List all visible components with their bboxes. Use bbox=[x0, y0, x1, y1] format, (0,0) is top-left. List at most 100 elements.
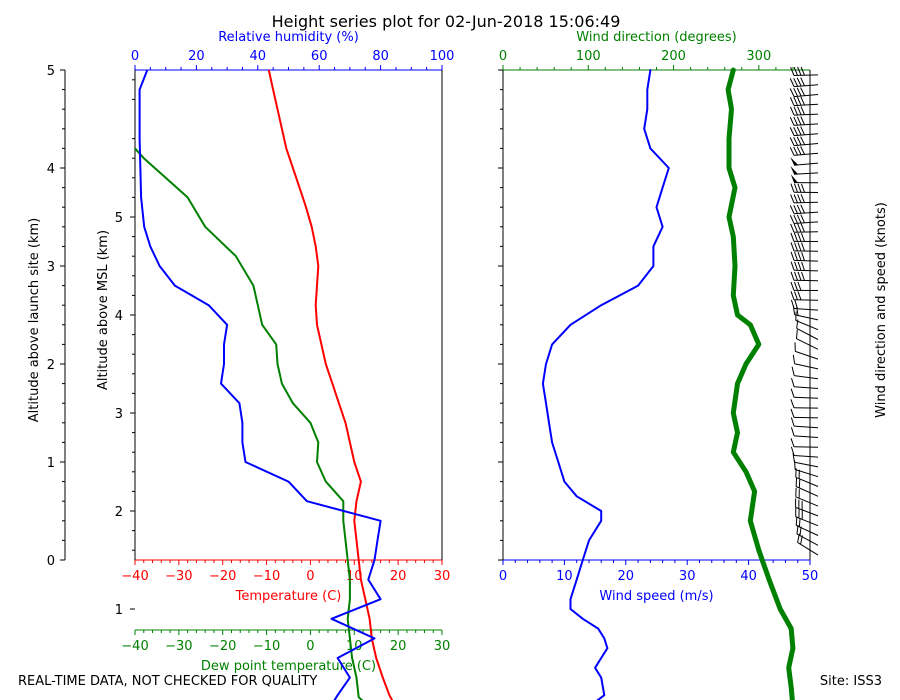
wind-barb-flag bbox=[790, 166, 798, 175]
wind-barb-staff bbox=[794, 211, 819, 215]
agl-tick-label: 4 bbox=[47, 162, 55, 177]
wind-barb-feather bbox=[789, 137, 795, 146]
msl-axis-label: Altitude above MSL (km) bbox=[96, 230, 111, 390]
wind-barb-feather bbox=[789, 78, 795, 87]
wind-barb-feather bbox=[800, 87, 806, 96]
wind-barb-feather bbox=[793, 77, 799, 87]
wind_speed-line bbox=[541, 69, 670, 700]
wind-barb-feather bbox=[790, 438, 795, 447]
wind-barb-staff bbox=[795, 496, 819, 507]
wind-barb-feather bbox=[793, 223, 798, 233]
wind-speed-axis-label: Wind speed (m/s) bbox=[599, 589, 713, 604]
wind-barb-feather bbox=[800, 66, 805, 76]
wind-barb-feather bbox=[797, 261, 802, 271]
wind-barb-feather bbox=[791, 377, 795, 387]
wind-barb-staff bbox=[794, 314, 819, 321]
dewpoint-tick-label: 30 bbox=[434, 639, 451, 654]
temperature-tick-label: 0 bbox=[306, 569, 314, 584]
wind-barb-staff bbox=[793, 201, 819, 204]
dewpoint-axis-label: Dew point temperature (C) bbox=[201, 659, 376, 674]
wind-barb-feather bbox=[792, 354, 796, 364]
wind-barb-feather bbox=[800, 214, 805, 224]
wind-barb-feather bbox=[793, 194, 798, 203]
wind-barb-staff bbox=[793, 446, 819, 448]
wind-barb-feather bbox=[789, 116, 795, 126]
wind-barb-staff bbox=[793, 269, 819, 272]
wind-barb-staff bbox=[796, 327, 819, 340]
wind-barb-feather bbox=[790, 183, 795, 193]
wind-barb-feather bbox=[793, 281, 798, 291]
wind-barb-feather bbox=[794, 261, 798, 271]
dewpoint-tick-label: −20 bbox=[209, 639, 236, 654]
wind-barb-feather bbox=[796, 204, 802, 214]
wind-barb-feather bbox=[790, 446, 795, 456]
wind-barb-feather bbox=[789, 147, 795, 156]
wind-barb-staff bbox=[795, 486, 819, 497]
wind-barb-staff bbox=[795, 320, 819, 331]
wind-barb-feather bbox=[797, 251, 802, 261]
wind-barb-feather bbox=[800, 194, 805, 203]
wind-barb-feather bbox=[796, 96, 802, 106]
wind-barb-feather bbox=[800, 232, 805, 242]
wind-barb-staff bbox=[794, 143, 819, 147]
wind_direction-line bbox=[725, 67, 796, 700]
wind-barb-feather bbox=[793, 183, 798, 193]
wind-barb-feather bbox=[797, 281, 802, 291]
wind-barb-feather bbox=[790, 271, 795, 281]
wind-barb-feather bbox=[790, 261, 795, 271]
msl-tick-label: 1 bbox=[115, 603, 123, 618]
agl-tick-label: 0 bbox=[47, 554, 55, 569]
wind-barb-feather bbox=[800, 116, 805, 125]
wind-barb-feather bbox=[798, 517, 801, 527]
wind-barb-feather bbox=[790, 417, 795, 427]
wind-barb-feather bbox=[801, 271, 805, 281]
wind-barb-staff bbox=[795, 516, 819, 527]
wind-barb-feather bbox=[790, 299, 795, 309]
wind-direction-tick-label: 200 bbox=[661, 49, 686, 64]
wind-barb-feather bbox=[790, 194, 795, 204]
wind-barb-feather bbox=[793, 126, 799, 136]
wind-barb-feather bbox=[790, 232, 795, 242]
wind-barb-staff bbox=[795, 506, 819, 517]
footer-quality-note: REAL-TIME DATA, NOT CHECKED FOR QUALITY bbox=[18, 674, 318, 689]
wind-barb-feather bbox=[801, 252, 805, 261]
wind-barb-staff bbox=[793, 259, 819, 262]
wind-barb-feather bbox=[797, 232, 802, 242]
wind-barb-staff bbox=[794, 435, 819, 438]
dewpoint-line bbox=[134, 147, 364, 700]
wind-barb-feather bbox=[793, 146, 799, 156]
humidity-axis-label: Relative humidity (%) bbox=[218, 30, 359, 45]
wind-barb-feather bbox=[793, 116, 798, 126]
wind-barb-feather bbox=[800, 204, 805, 214]
footer-site: Site: ISS3 bbox=[819, 674, 882, 689]
wind-barb-staff bbox=[793, 231, 819, 233]
wind-barb-feather bbox=[800, 146, 806, 155]
humidity-tick-label: 20 bbox=[188, 49, 205, 64]
wind-barb-feather bbox=[793, 66, 798, 76]
temperature-tick-label: −40 bbox=[121, 569, 148, 584]
wind-barb-feather bbox=[790, 223, 795, 233]
wind-barb-feather bbox=[793, 205, 798, 214]
agl-tick-label: 2 bbox=[47, 358, 55, 373]
wind-barb-feather bbox=[792, 453, 795, 463]
temperature-tick-label: −20 bbox=[209, 569, 236, 584]
wind-barb-feather bbox=[796, 329, 798, 339]
wind-barb-feather bbox=[794, 251, 798, 261]
wind-barb-staff bbox=[794, 133, 819, 137]
wind-barb-feather bbox=[797, 223, 802, 233]
wind-barb-feather bbox=[801, 242, 805, 252]
temperature-tick-label: 20 bbox=[390, 569, 407, 584]
wind-barb-staff bbox=[794, 84, 819, 88]
wind-barb-feather bbox=[790, 67, 795, 76]
wind-barb-feather bbox=[790, 251, 795, 261]
wind-barb-staff bbox=[793, 299, 819, 301]
wind-barb-feather bbox=[789, 127, 795, 136]
wind-barb-feather bbox=[800, 77, 805, 87]
wind-barb-staff bbox=[795, 350, 819, 360]
wind-speed-tick-label: 20 bbox=[618, 569, 635, 584]
wind-direction-tick-label: 100 bbox=[576, 49, 601, 64]
msl-tick-label: 5 bbox=[115, 211, 123, 226]
wind-barb-feather bbox=[790, 281, 795, 291]
